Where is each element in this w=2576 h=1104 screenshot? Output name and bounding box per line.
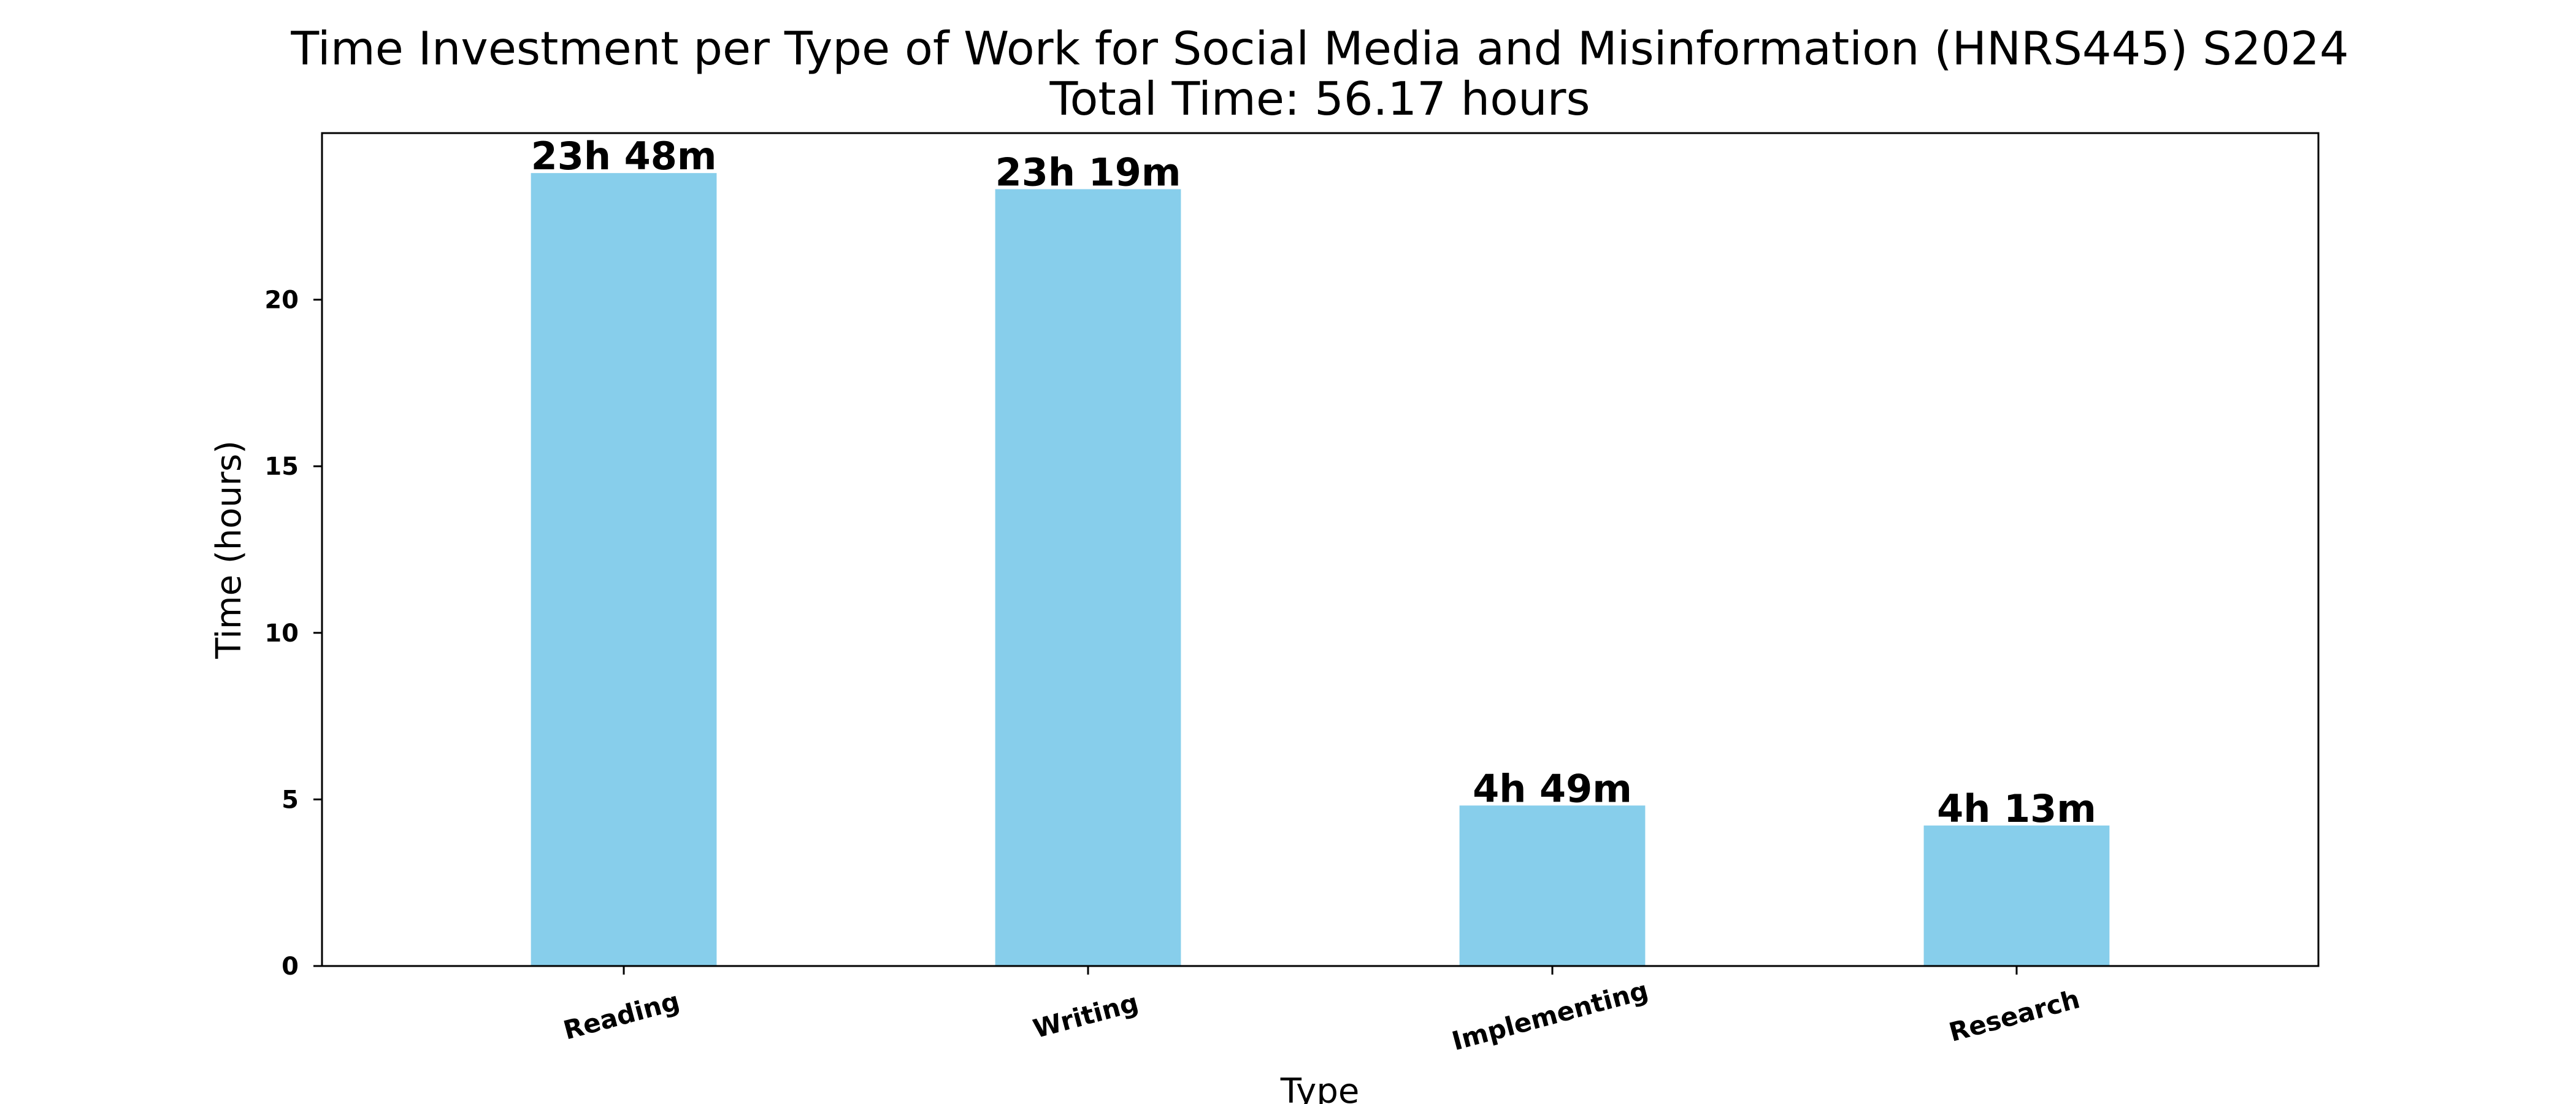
bar-value-label: 23h 19m: [995, 150, 1181, 194]
y-axis-ticks: 0 5 10 15 20: [264, 286, 322, 981]
bar-value-label: 4h 13m: [1937, 786, 2096, 831]
bar-research: [1923, 825, 2110, 966]
x-axis-ticks: Reading Writing Implementing Research: [560, 966, 2083, 1056]
x-axis-label: Type: [1280, 1071, 1360, 1104]
bar-reading: [531, 173, 717, 967]
chart-subtitle: Total Time: 56.17 hours: [1049, 72, 1590, 126]
y-tick-label: 5: [282, 786, 299, 814]
bar-labels-group: 23h 48m 23h 19m 4h 49m 4h 13m: [531, 134, 2096, 831]
x-tick-label: Writing: [1030, 987, 1141, 1045]
bar-writing: [995, 189, 1181, 967]
x-tick-label: Reading: [560, 986, 683, 1045]
y-tick-label: 0: [282, 953, 299, 981]
plot-frame: [321, 132, 2320, 967]
bar-value-label: 4h 49m: [1473, 766, 1632, 811]
y-axis-label: Time (hours): [209, 440, 249, 659]
bar-implementing: [1459, 805, 1646, 966]
x-tick-label: Implementing: [1449, 975, 1651, 1056]
chart-title: Time Investment per Type of Work for Soc…: [290, 21, 2348, 75]
bars-group: [531, 173, 2110, 967]
x-tick-label: Research: [1946, 984, 2083, 1048]
y-tick-label: 10: [264, 619, 299, 648]
y-tick-label: 15: [264, 453, 299, 481]
y-tick-label: 20: [264, 286, 299, 315]
bar-value-label: 23h 48m: [531, 134, 717, 178]
